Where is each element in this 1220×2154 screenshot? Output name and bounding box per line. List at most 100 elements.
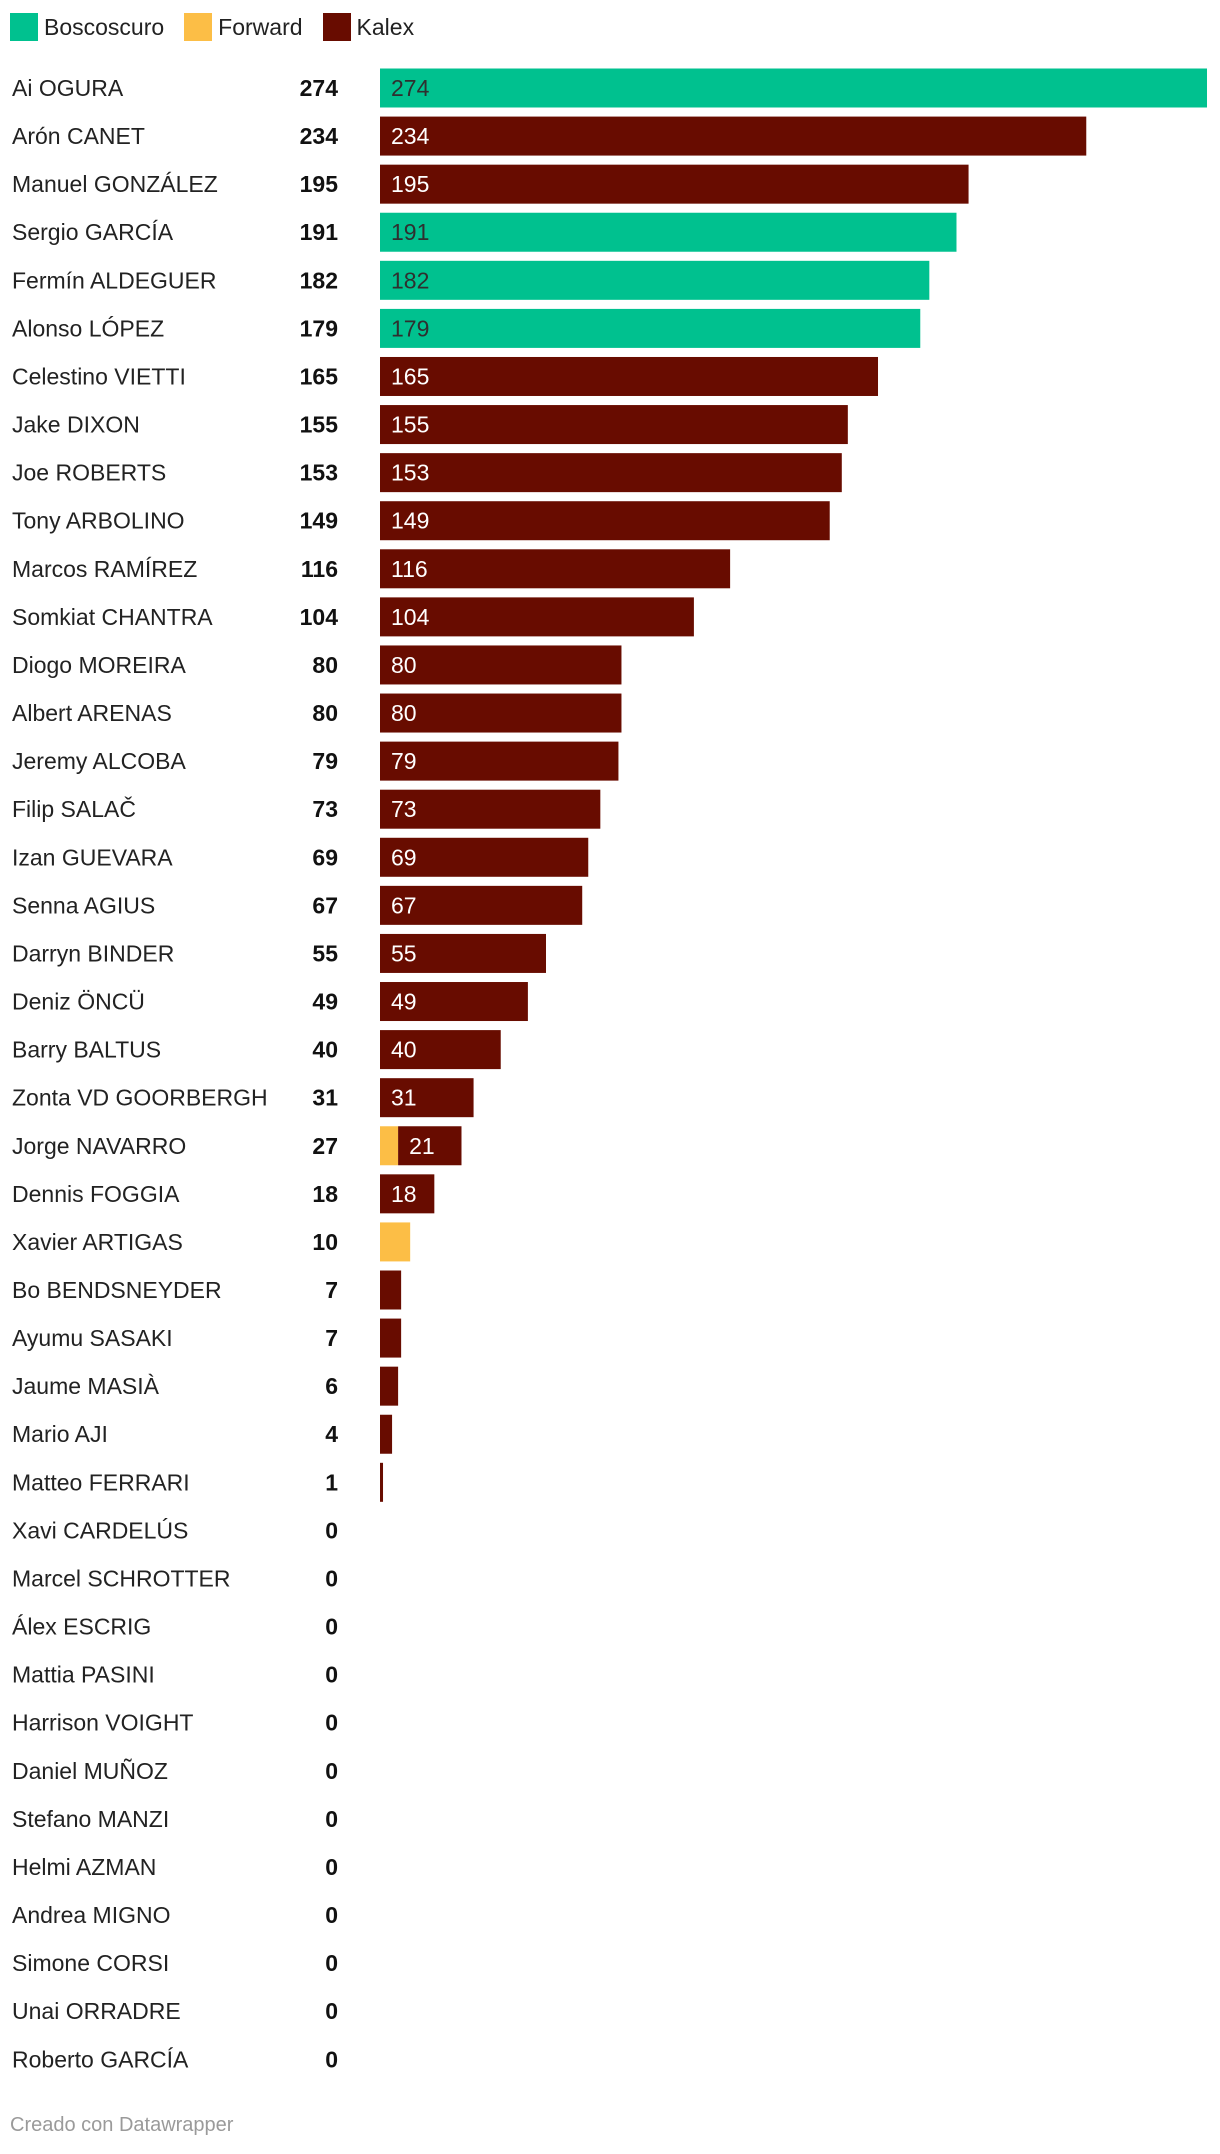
bar-jorge-navarro-kalex	[398, 1126, 462, 1166]
row-name-aron-canet: Arón CANET	[12, 123, 145, 149]
row-name-manuel-gonzalez: Manuel GONZÁLEZ	[12, 171, 218, 197]
bar-label-diogo-moreira-kalex: 80	[391, 652, 417, 678]
row-name-jorge-navarro: Jorge NAVARRO	[12, 1133, 186, 1159]
row-total-alex-escrig: 0	[325, 1614, 338, 1640]
bar-fermin-aldeguer-boscoscuro	[380, 260, 930, 300]
row-total-ai-ogura: 274	[300, 75, 339, 101]
bar-somkiat-chantra-kalex	[380, 597, 694, 637]
row-total-diogo-moreira: 80	[312, 652, 338, 678]
bar-label-jeremy-alcoba-kalex: 79	[391, 748, 417, 774]
row-total-marcos-ramirez: 116	[301, 556, 338, 582]
row-name-xavi-cardelus: Xavi CARDELÚS	[12, 1517, 188, 1543]
bar-joe-roberts-kalex	[380, 453, 842, 493]
row-name-celestino-vietti: Celestino VIETTI	[12, 363, 186, 389]
bar-jake-dixon-kalex	[380, 405, 848, 445]
row-total-matteo-ferrari: 1	[325, 1469, 338, 1495]
row-name-diogo-moreira: Diogo MOREIRA	[12, 652, 186, 678]
bar-mario-aji-kalex	[380, 1414, 393, 1454]
bar-jaume-masia-kalex	[380, 1366, 399, 1406]
row-total-simone-corsi: 0	[325, 1950, 338, 1976]
row-name-alonso-lopez: Alonso LÓPEZ	[12, 315, 164, 341]
row-total-joe-roberts: 153	[300, 460, 338, 486]
bar-ayumu-sasaki-kalex	[380, 1318, 402, 1358]
row-total-izan-guevara: 69	[312, 844, 338, 870]
row-name-jaume-masia: Jaume MASIÀ	[12, 1373, 160, 1399]
row-total-somkiat-chantra: 104	[300, 604, 339, 630]
bar-label-darryn-binder-kalex: 55	[391, 940, 417, 966]
bar-label-izan-guevara-kalex: 69	[391, 844, 417, 870]
legend-swatch-boscoscuro	[10, 13, 38, 41]
bar-darryn-binder-kalex	[380, 933, 546, 973]
row-total-jeremy-alcoba: 79	[312, 748, 338, 774]
row-name-bo-bendsneyder: Bo BENDSNEYDER	[12, 1277, 222, 1303]
row-name-marcos-ramirez: Marcos RAMÍREZ	[12, 556, 197, 582]
row-name-tony-arbolino: Tony ARBOLINO	[12, 508, 185, 534]
bar-label-filip-salac-kalex: 73	[391, 796, 417, 822]
row-name-ai-ogura: Ai OGURA	[12, 75, 124, 101]
row-total-tony-arbolino: 149	[300, 508, 338, 534]
bar-label-dennis-foggia-kalex: 18	[391, 1181, 417, 1207]
bar-label-aron-canet-kalex: 234	[391, 123, 430, 149]
row-total-alonso-lopez: 179	[300, 315, 338, 341]
row-total-manuel-gonzalez: 195	[300, 171, 339, 197]
row-name-alex-escrig: Álex ESCRIG	[12, 1614, 151, 1640]
row-total-stefano-manzi: 0	[325, 1806, 338, 1832]
row-total-celestino-vietti: 165	[300, 363, 339, 389]
row-name-fermin-aldeguer: Fermín ALDEGUER	[12, 267, 217, 293]
bar-tony-arbolino-kalex	[380, 501, 830, 541]
bar-deniz-oncu-kalex	[380, 982, 528, 1022]
row-total-mattia-pasini: 0	[325, 1662, 338, 1688]
bar-aron-canet-kalex	[380, 116, 1087, 156]
row-name-albert-arenas: Albert ARENAS	[12, 700, 172, 726]
bar-matteo-ferrari-kalex	[380, 1462, 384, 1502]
row-total-marcel-schrotter: 0	[325, 1565, 338, 1591]
row-total-zonta-vd-goorbergh: 31	[312, 1085, 338, 1111]
footer-credit: Creado con Datawrapper	[10, 2114, 234, 2136]
bar-barry-baltus-kalex	[380, 1030, 501, 1070]
row-name-helmi-azman: Helmi AZMAN	[12, 1854, 156, 1880]
row-name-unai-orradre: Unai ORRADRE	[12, 1998, 181, 2024]
bar-alonso-lopez-boscoscuro	[380, 308, 921, 348]
bar-izan-guevara-kalex	[380, 837, 589, 877]
row-name-filip-salac: Filip SALAČ	[12, 795, 136, 822]
row-name-darryn-binder: Darryn BINDER	[12, 940, 174, 966]
bar-label-sergio-garcia-boscoscuro: 191	[391, 219, 429, 245]
row-total-albert-arenas: 80	[312, 700, 338, 726]
row-total-fermin-aldeguer: 182	[300, 267, 338, 293]
row-total-jorge-navarro: 27	[312, 1133, 338, 1159]
bar-zonta-vd-goorbergh-kalex	[380, 1078, 474, 1118]
bar-sergio-garcia-boscoscuro	[380, 212, 957, 252]
row-total-harrison-voight: 0	[325, 1710, 338, 1736]
bar-bo-bendsneyder-kalex	[380, 1270, 402, 1310]
row-total-xavier-artigas: 10	[312, 1229, 338, 1255]
legend-item-forward: Forward	[184, 13, 303, 41]
bar-ai-ogura-boscoscuro	[380, 68, 1207, 108]
row-name-simone-corsi: Simone CORSI	[12, 1950, 169, 1976]
legend-label-forward: Forward	[218, 13, 303, 40]
legend-item-boscoscuro: Boscoscuro	[10, 13, 164, 41]
bar-label-albert-arenas-kalex: 80	[391, 700, 417, 726]
row-total-jake-dixon: 155	[300, 412, 339, 438]
row-name-izan-guevara: Izan GUEVARA	[12, 844, 173, 870]
bar-label-jorge-navarro-kalex: 21	[409, 1133, 435, 1159]
row-name-dennis-foggia: Dennis FOGGIA	[12, 1181, 180, 1207]
row-total-sergio-garcia: 191	[300, 219, 339, 245]
bar-label-alonso-lopez-boscoscuro: 179	[391, 315, 429, 341]
row-total-bo-bendsneyder: 7	[325, 1277, 338, 1303]
legend-label-boscoscuro: Boscoscuro	[44, 13, 165, 40]
row-name-jeremy-alcoba: Jeremy ALCOBA	[12, 748, 186, 774]
bar-label-somkiat-chantra-kalex: 104	[391, 604, 430, 630]
row-name-ayumu-sasaki: Ayumu SASAKI	[12, 1325, 173, 1351]
row-name-sergio-garcia: Sergio GARCÍA	[12, 219, 174, 245]
bar-label-ai-ogura-boscoscuro: 274	[391, 75, 430, 101]
legend-item-kalex: Kalex	[322, 13, 414, 41]
row-name-andrea-migno: Andrea MIGNO	[12, 1902, 171, 1928]
row-total-roberto-garcia: 0	[325, 2046, 338, 2072]
legend-swatch-forward	[184, 13, 213, 41]
row-total-aron-canet: 234	[300, 123, 339, 149]
bar-filip-salac-kalex	[380, 789, 601, 829]
row-total-daniel-munoz: 0	[325, 1758, 338, 1784]
row-total-filip-salac: 73	[312, 796, 338, 822]
row-total-barry-baltus: 40	[312, 1037, 338, 1063]
